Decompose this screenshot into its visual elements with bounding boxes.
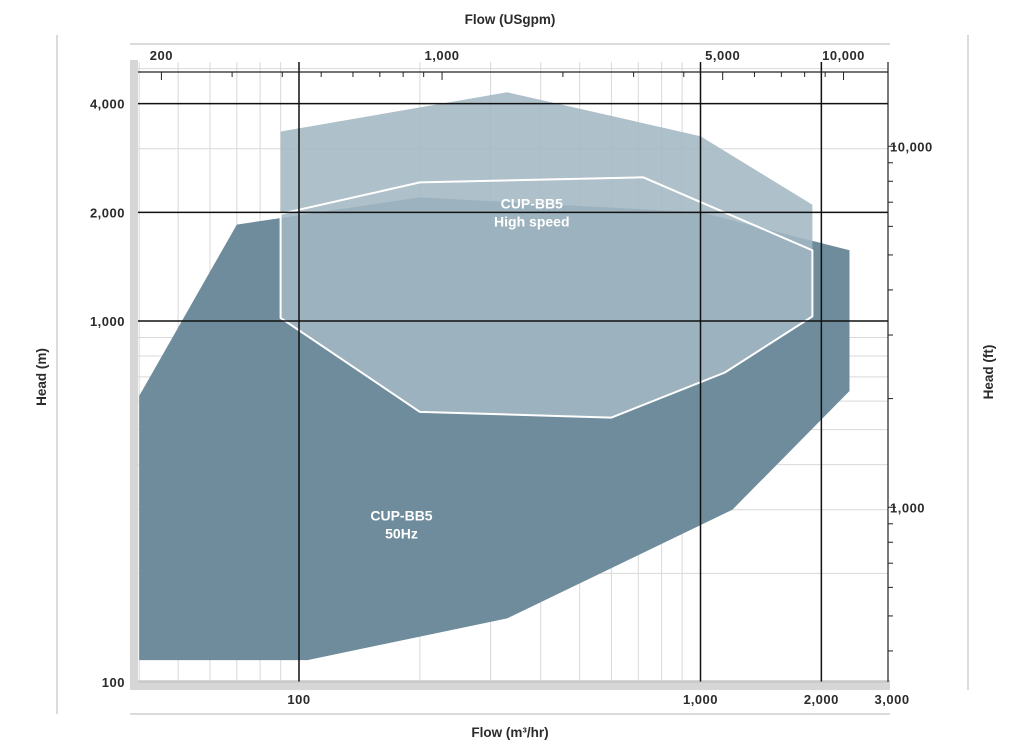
y-right-axis-title: Head (ft) <box>981 345 996 400</box>
x-bottom-tick-label: 3,000 <box>875 692 910 707</box>
x-top-tick-label: 10,000 <box>822 48 865 63</box>
x-top-axis-title: Flow (USgpm) <box>465 12 556 27</box>
y-left-tick-label: 100 <box>102 675 125 690</box>
left-frame-bar <box>130 60 138 690</box>
x-bottom-tick-label: 2,000 <box>804 692 839 707</box>
y-left-tick-label: 1,000 <box>90 314 125 329</box>
x-bottom-axis-title: Flow (m³/hr) <box>471 725 548 740</box>
y-right-tick-label: 1,000 <box>890 500 925 515</box>
y-left-tick-label: 2,000 <box>90 205 125 220</box>
y-right-tick-label: 10,000 <box>890 139 933 154</box>
x-bottom-tick-label: 100 <box>287 692 310 707</box>
high-speed-boundary-line <box>279 176 814 419</box>
region-label-high-speed: CUP-BB5 <box>501 195 563 211</box>
series-layer <box>139 92 850 661</box>
y-left-axis-title: Head (m) <box>34 348 49 406</box>
tick-labels: 100 1,000 2,000 3,000 100 1,000 2,000 4,000 200 1… <box>90 48 933 707</box>
region-label-high-speed: High speed <box>494 213 569 229</box>
region-label-50hz: CUP-BB5 <box>370 508 432 524</box>
region-labels: CUP-BB5 50Hz CUP-BB5 High speed <box>370 195 569 541</box>
tick-marks <box>160 72 896 652</box>
region-label-50hz: 50Hz <box>385 526 418 542</box>
major-gridlines <box>138 62 889 683</box>
x-top-tick-label: 200 <box>150 48 173 63</box>
x-top-tick-label: 1,000 <box>425 48 460 63</box>
region-high-speed <box>280 92 813 418</box>
x-top-tick-label: 5,000 <box>705 48 740 63</box>
bottom-frame-bar <box>130 680 890 690</box>
x-bottom-tick-label: 1,000 <box>683 692 718 707</box>
y-left-tick-label: 4,000 <box>90 97 125 112</box>
